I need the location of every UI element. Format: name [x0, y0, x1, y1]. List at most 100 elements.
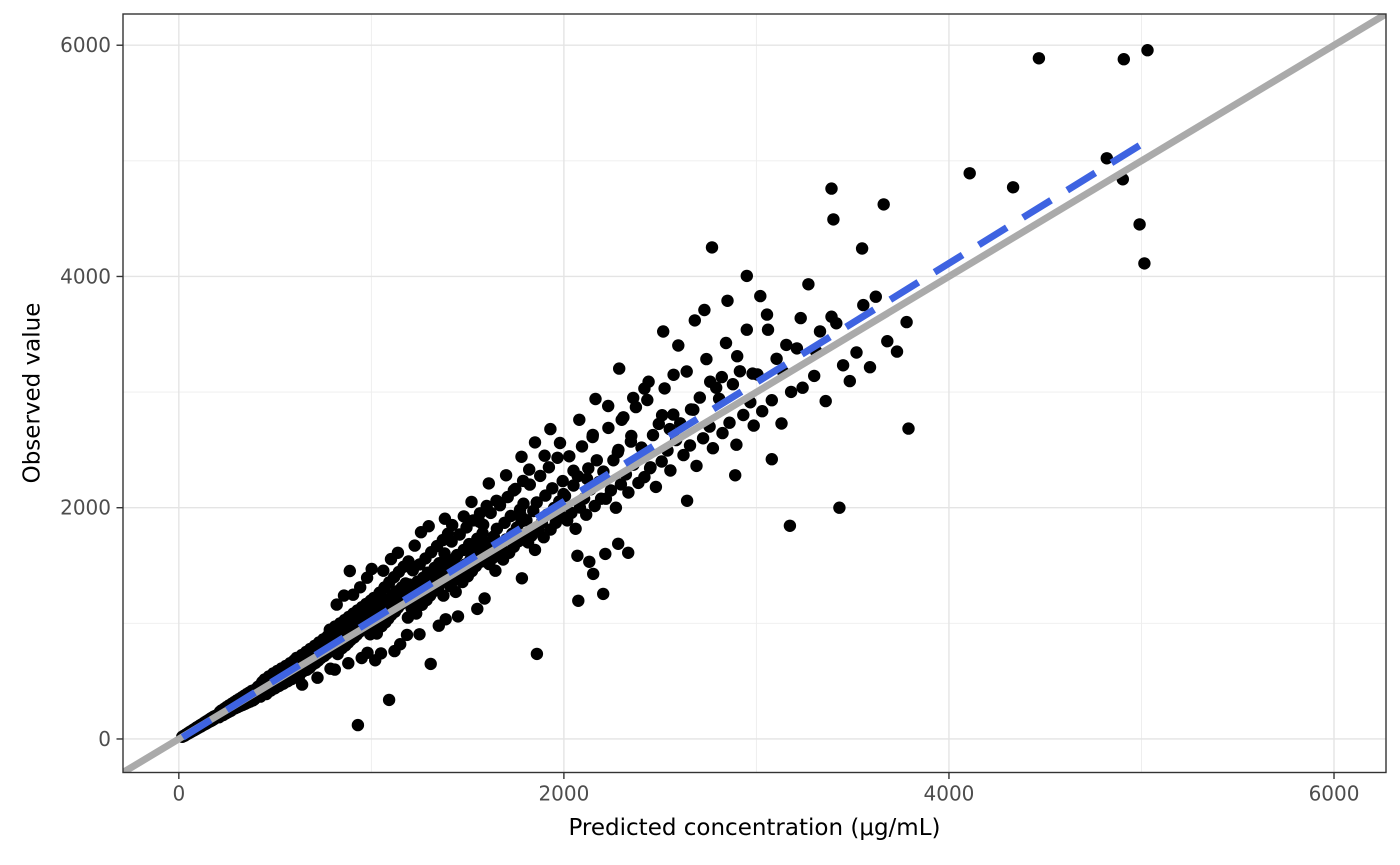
data-point — [451, 610, 465, 623]
data-point — [794, 311, 807, 325]
data-point — [602, 399, 615, 413]
data-point — [827, 213, 840, 226]
data-point — [667, 408, 680, 421]
data-point — [609, 501, 623, 514]
data-point — [726, 378, 740, 391]
data-point — [337, 589, 351, 602]
data-point — [825, 182, 838, 195]
data-point — [863, 361, 877, 374]
data-point — [900, 315, 913, 329]
data-point — [700, 352, 713, 366]
fit-line — [180, 134, 1155, 741]
scatter-points — [176, 44, 1154, 743]
data-point — [365, 562, 378, 576]
x-tick-label: 2000 — [538, 782, 589, 806]
data-point — [413, 628, 426, 641]
data-point — [706, 442, 720, 455]
data-point — [586, 428, 599, 442]
data-point — [382, 693, 396, 707]
x-axis-title: Predicted concentration (μg/mL) — [568, 815, 941, 841]
data-point — [667, 368, 680, 381]
data-point — [556, 474, 569, 488]
data-point — [638, 470, 651, 484]
data-point — [408, 539, 421, 552]
data-point — [723, 416, 736, 429]
data-point — [790, 342, 804, 355]
data-point — [733, 365, 747, 378]
data-point — [611, 446, 624, 459]
data-point — [612, 537, 625, 550]
data-point — [747, 419, 760, 432]
data-point — [507, 484, 520, 497]
data-point — [465, 495, 478, 509]
data-point — [677, 448, 690, 462]
data-point — [646, 428, 660, 442]
data-point — [499, 469, 513, 482]
data-point — [1141, 44, 1154, 57]
data-point — [542, 461, 556, 474]
data-point — [857, 298, 870, 312]
data-point — [388, 644, 401, 658]
data-point — [515, 450, 528, 463]
data-point — [517, 497, 530, 510]
data-point — [784, 385, 798, 399]
data-point — [1133, 218, 1146, 231]
data-point — [756, 405, 769, 418]
data-point — [410, 607, 423, 620]
data-point — [523, 478, 536, 491]
data-point — [770, 352, 783, 365]
data-point — [627, 391, 640, 405]
data-point — [644, 461, 657, 474]
x-tick-label: 6000 — [1309, 782, 1360, 806]
data-point — [330, 598, 343, 611]
data-point — [622, 486, 635, 499]
data-point — [808, 369, 821, 383]
data-point — [704, 375, 717, 388]
data-point — [530, 496, 543, 509]
data-point — [664, 464, 677, 477]
y-tick-label: 2000 — [60, 496, 111, 520]
data-point — [683, 439, 697, 452]
panel-grid-major — [123, 14, 1386, 773]
data-point — [731, 350, 744, 363]
data-point — [705, 241, 719, 254]
data-point — [534, 469, 547, 483]
y-axis-ticks: 0 2000 4000 6000 — [60, 33, 123, 751]
x-tick-label: 0 — [172, 782, 185, 806]
x-axis-ticks: 0 2000 4000 6000 — [172, 772, 1360, 806]
data-point — [813, 325, 827, 338]
data-point — [850, 346, 863, 359]
data-point — [515, 572, 529, 585]
data-point — [377, 564, 390, 577]
data-point — [602, 421, 615, 435]
data-point — [730, 438, 743, 451]
data-point — [504, 509, 517, 523]
data-point — [761, 323, 775, 336]
data-point — [696, 432, 710, 445]
data-point — [869, 290, 882, 303]
data-point — [737, 408, 750, 422]
data-point — [688, 314, 701, 327]
data-point — [613, 362, 626, 375]
data-point — [902, 422, 915, 435]
data-point — [384, 552, 398, 566]
data-point — [843, 374, 856, 388]
data-point — [400, 628, 414, 642]
data-point — [655, 409, 669, 422]
data-point — [721, 294, 734, 307]
data-point — [680, 365, 693, 378]
data-point — [963, 167, 976, 180]
data-point — [571, 549, 584, 562]
data-point — [575, 440, 589, 453]
data-point — [414, 526, 428, 539]
data-point — [783, 519, 797, 532]
data-point — [672, 339, 685, 352]
data-point — [449, 585, 462, 599]
data-point — [589, 392, 602, 406]
data-point — [719, 336, 733, 350]
data-point — [587, 567, 600, 581]
data-point — [680, 494, 694, 507]
data-point — [1117, 53, 1131, 66]
data-point — [760, 308, 774, 321]
data-point — [1138, 257, 1151, 270]
